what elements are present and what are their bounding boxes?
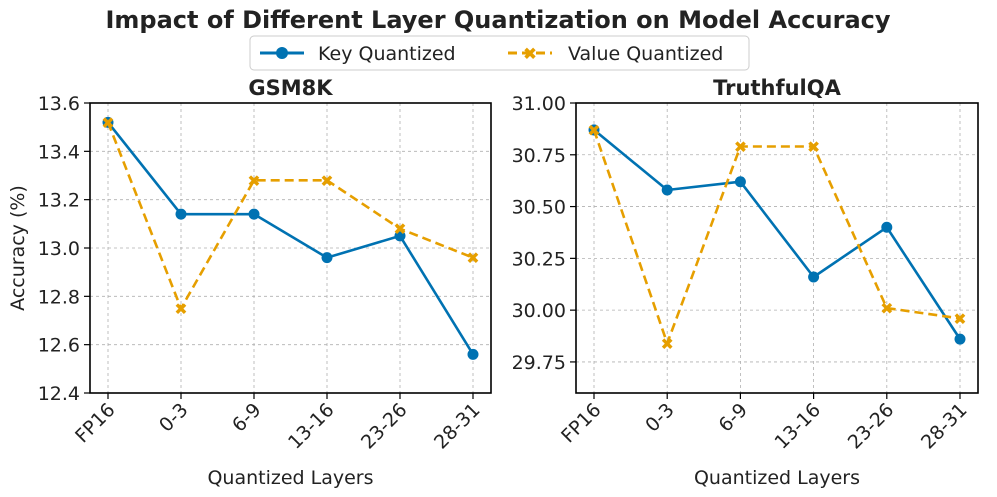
key-quantized-point (321, 252, 333, 264)
x-tick-label: 23-26 (844, 399, 899, 454)
plot-frame (89, 102, 492, 394)
value-quantized-point: ✖ (174, 299, 187, 318)
x-tick-label: 0-3 (155, 399, 193, 437)
x-axis-label: Quantized Layers (207, 467, 373, 489)
x-tick-label: 23-26 (357, 399, 412, 454)
legend: Key Quantized ✖ Value Quantized (249, 35, 750, 71)
value-quantized-point: ✖ (953, 309, 966, 328)
key-quantized-point (661, 184, 673, 196)
key-quantized-line (106, 121, 475, 356)
key-quantized-point (175, 208, 187, 220)
panel-gsm8k: 12.4 12.6 12.8 13.0 13.2 13.4 13.6 FP16 0-3 6-9 13… (7, 76, 492, 489)
figure-title: Impact of Different Layer Quantization o… (105, 6, 890, 34)
y-tick-label: 30.50 (512, 197, 566, 219)
value-quantized-point: ✖ (660, 334, 673, 353)
y-tick-label: 29.75 (512, 352, 566, 374)
y-tick-label: 12.6 (38, 335, 80, 357)
subplot-title: GSM8K (248, 76, 333, 100)
value-quantized-point: ✖ (880, 299, 893, 318)
value-quantized-point: ✖ (466, 249, 479, 268)
x-tick-label: 6-9 (228, 399, 266, 437)
value-quantized-point: ✖ (247, 171, 260, 190)
legend-key-label: Key Quantized (318, 43, 456, 65)
y-tick-label: 13.0 (38, 238, 80, 260)
y-tick-label: 30.75 (512, 145, 566, 167)
y-tick-label: 30.25 (512, 248, 566, 270)
y-tick-label: 30.00 (512, 300, 566, 322)
key-quantized-point (734, 176, 746, 188)
panel-truthfulqa: 29.75 30.00 30.25 30.50 30.75 31.00 FP16 0-3 6-9… (512, 76, 979, 489)
key-quantized-point (394, 230, 406, 242)
subplot-title: TruthfulQA (713, 76, 841, 100)
x-tick-label: 0-3 (641, 399, 679, 437)
key-quantized-point (248, 208, 260, 220)
x-tick-label: 28-31 (430, 399, 485, 454)
value-quantized-line (106, 121, 474, 310)
legend-value-label: Value Quantized (568, 43, 723, 65)
value-quantized-point: ✖ (101, 113, 114, 132)
y-tick-label: 31.00 (512, 93, 566, 115)
y-tick-label: 13.2 (38, 190, 80, 212)
x-tick-label: 13-16 (771, 399, 826, 454)
x-tick-label: 28-31 (917, 399, 972, 454)
key-quantized-line (593, 128, 962, 340)
y-tick-label: 12.4 (38, 383, 80, 405)
x-tick-label: FP16 (71, 399, 119, 447)
value-quantized-point: ✖ (807, 138, 820, 157)
key-quantized-point (808, 271, 820, 283)
x-tick-label: 6-9 (714, 399, 752, 437)
y-tick-label: 12.8 (38, 286, 80, 308)
value-quantized-point: ✖ (393, 220, 406, 239)
value-quantized-point: ✖ (320, 171, 333, 190)
legend-key-marker (276, 47, 288, 59)
key-quantized-point (881, 221, 893, 233)
value-quantized-point: ✖ (734, 138, 747, 157)
x-tick-label: 13-16 (284, 399, 339, 454)
legend-box (249, 35, 750, 71)
value-quantized-line (592, 129, 961, 345)
key-quantized-point (467, 348, 479, 360)
plot-frame (575, 102, 979, 394)
y-tick-label: 13.4 (38, 141, 80, 163)
x-axis-label: Quantized Layers (694, 467, 860, 489)
value-quantized-point: ✖ (587, 121, 600, 140)
key-quantized-point (954, 333, 966, 345)
x-tick-label: FP16 (557, 399, 605, 447)
legend-value-marker: ✖ (523, 45, 537, 65)
y-tick-label: 13.6 (38, 93, 80, 115)
y-axis-label: Accuracy (%) (7, 185, 29, 311)
